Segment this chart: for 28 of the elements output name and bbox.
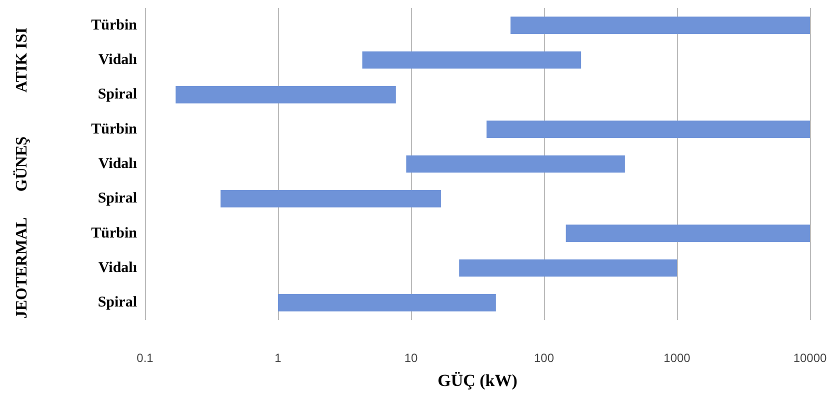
bar <box>220 190 441 208</box>
text: GÜNEŞ <box>12 136 30 192</box>
y-tick-label: Türbin <box>91 17 138 34</box>
y-tick-label: Vidalı <box>98 52 137 68</box>
bar <box>510 16 810 34</box>
y-tick-label: Türbin <box>91 121 138 138</box>
y-tick-label: Türbin <box>91 225 138 242</box>
x-tick-label: 100 <box>534 351 554 365</box>
text: ATIK ISI <box>14 27 30 93</box>
bar <box>486 120 810 138</box>
bar <box>176 86 396 104</box>
bar <box>459 259 677 277</box>
y-tick-label: Spiral <box>98 86 137 103</box>
x-tick-label: 1 <box>274 351 282 365</box>
y-tick-label: Spiral <box>98 190 137 207</box>
y-tick-label: Spiral <box>98 294 137 311</box>
x-tick-label: 1000 <box>664 351 691 365</box>
x-tick-label: 10 <box>404 351 418 365</box>
x-tick-label: 10000 <box>793 351 828 365</box>
x-tick-label: 0.1 <box>136 351 154 365</box>
y-tick-label: Vidalı <box>98 260 137 276</box>
bar <box>566 224 810 242</box>
text: JEOTERMAL <box>14 217 30 319</box>
y-tick-label: Vidalı <box>98 156 137 172</box>
x-axis-title: GÜÇ (kW) <box>438 371 518 390</box>
bar <box>362 51 582 69</box>
bar <box>278 294 496 312</box>
bar <box>406 155 625 173</box>
